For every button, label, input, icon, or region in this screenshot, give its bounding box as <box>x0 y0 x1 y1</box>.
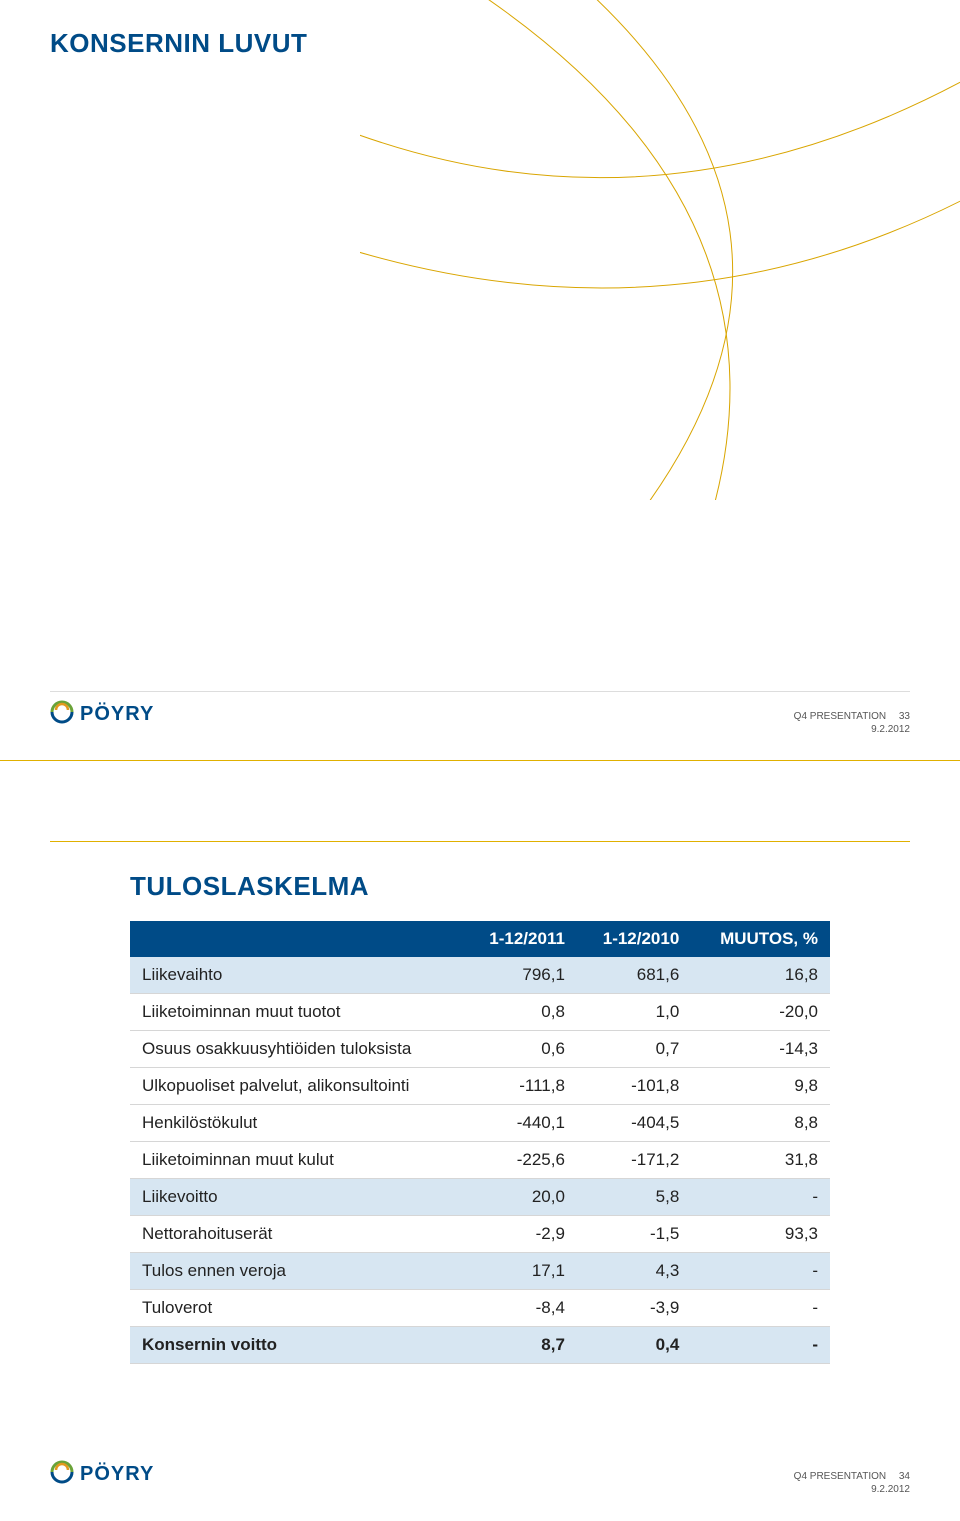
row-value: -101,8 <box>577 1068 691 1105</box>
slide-footer: PÖYRY Q4 PRESENTATION 34 9.2.2012 <box>50 1460 910 1500</box>
footer-date: 9.2.2012 <box>871 1484 910 1495</box>
brand-name: PÖYRY <box>80 1463 154 1486</box>
income-statement-table: 1-12/2011 1-12/2010 MUUTOS, % Liikevaiht… <box>130 921 830 1364</box>
row-value: -1,5 <box>577 1216 691 1253</box>
logo-mark-icon <box>50 700 74 729</box>
page-number: 34 <box>899 1470 910 1483</box>
col-label <box>130 921 464 957</box>
slide-footer: PÖYRY Q4 PRESENTATION 33 9.2.2012 <box>50 700 910 740</box>
footer-date: 9.2.2012 <box>871 724 910 735</box>
table-row: Tuloverot-8,4-3,9- <box>130 1290 830 1327</box>
table-row: Osuus osakkuusyhtiöiden tuloksista0,60,7… <box>130 1031 830 1068</box>
row-value: 17,1 <box>464 1253 577 1290</box>
table-row: Liikevoitto20,05,8- <box>130 1179 830 1216</box>
footer-label: Q4 PRESENTATION <box>794 711 886 722</box>
footer-label: Q4 PRESENTATION <box>794 1471 886 1482</box>
row-value: 5,8 <box>577 1179 691 1216</box>
row-value: - <box>691 1253 830 1290</box>
table-row: Liiketoiminnan muut kulut-225,6-171,231,… <box>130 1142 830 1179</box>
brand-logo: PÖYRY <box>50 700 910 729</box>
row-value: 9,8 <box>691 1068 830 1105</box>
col-2010: 1-12/2010 <box>577 921 691 957</box>
row-value: -20,0 <box>691 994 830 1031</box>
row-value: 0,4 <box>577 1327 691 1364</box>
row-value: -171,2 <box>577 1142 691 1179</box>
row-value: - <box>691 1179 830 1216</box>
table-row: Ulkopuoliset palvelut, alikonsultointi-1… <box>130 1068 830 1105</box>
table-row: Tulos ennen veroja17,14,3- <box>130 1253 830 1290</box>
page-number: 33 <box>899 710 910 723</box>
row-value: 8,8 <box>691 1105 830 1142</box>
slide-title: TULOSLASKELMA <box>0 761 960 902</box>
row-value: - <box>691 1327 830 1364</box>
footer-meta: Q4 PRESENTATION 34 9.2.2012 <box>794 1470 910 1496</box>
row-label: Henkilöstökulut <box>130 1105 464 1142</box>
row-value: 4,3 <box>577 1253 691 1290</box>
row-value: 1,0 <box>577 994 691 1031</box>
slide-tuloslaskelma: TULOSLASKELMA 1-12/2011 1-12/2010 MUUTOS… <box>0 760 960 1520</box>
row-value: 20,0 <box>464 1179 577 1216</box>
row-value: - <box>691 1290 830 1327</box>
row-label: Ulkopuoliset palvelut, alikonsultointi <box>130 1068 464 1105</box>
row-value: -404,5 <box>577 1105 691 1142</box>
row-label: Liiketoiminnan muut kulut <box>130 1142 464 1179</box>
table-row: Liiketoiminnan muut tuotot0,81,0-20,0 <box>130 994 830 1031</box>
slide-title: KONSERNIN LUVUT <box>0 0 960 59</box>
row-label: Liiketoiminnan muut tuotot <box>130 994 464 1031</box>
row-label: Konsernin voitto <box>130 1327 464 1364</box>
row-value: -225,6 <box>464 1142 577 1179</box>
row-value: 8,7 <box>464 1327 577 1364</box>
row-label: Nettorahoituserät <box>130 1216 464 1253</box>
row-value: 0,6 <box>464 1031 577 1068</box>
title-rule <box>50 841 910 842</box>
row-value: -14,3 <box>691 1031 830 1068</box>
row-value: 93,3 <box>691 1216 830 1253</box>
row-value: 31,8 <box>691 1142 830 1179</box>
row-value: -440,1 <box>464 1105 577 1142</box>
footer-meta: Q4 PRESENTATION 33 9.2.2012 <box>794 710 910 736</box>
row-value: 796,1 <box>464 957 577 994</box>
row-label: Osuus osakkuusyhtiöiden tuloksista <box>130 1031 464 1068</box>
table-row: Henkilöstökulut-440,1-404,58,8 <box>130 1105 830 1142</box>
logo-mark-icon <box>50 1460 74 1489</box>
row-value: 0,8 <box>464 994 577 1031</box>
row-value: -8,4 <box>464 1290 577 1327</box>
table-row: Liikevaihto796,1681,616,8 <box>130 957 830 994</box>
row-value: -111,8 <box>464 1068 577 1105</box>
row-value: 681,6 <box>577 957 691 994</box>
col-change: MUUTOS, % <box>691 921 830 957</box>
decorative-arcs <box>360 0 960 500</box>
row-label: Liikevoitto <box>130 1179 464 1216</box>
row-label: Liikevaihto <box>130 957 464 994</box>
row-value: 16,8 <box>691 957 830 994</box>
row-label: Tuloverot <box>130 1290 464 1327</box>
row-label: Tulos ennen veroja <box>130 1253 464 1290</box>
slide-konsernin-luvut: KONSERNIN LUVUT PÖYRY Q4 PRESENTAT <box>0 0 960 760</box>
col-2011: 1-12/2011 <box>464 921 577 957</box>
row-value: 0,7 <box>577 1031 691 1068</box>
footer-rule <box>50 691 910 692</box>
table-header-row: 1-12/2011 1-12/2010 MUUTOS, % <box>130 921 830 957</box>
table-row: Nettorahoituserät-2,9-1,593,3 <box>130 1216 830 1253</box>
row-value: -3,9 <box>577 1290 691 1327</box>
brand-name: PÖYRY <box>80 703 154 726</box>
table-row: Konsernin voitto8,70,4- <box>130 1327 830 1364</box>
row-value: -2,9 <box>464 1216 577 1253</box>
brand-logo: PÖYRY <box>50 1460 910 1489</box>
